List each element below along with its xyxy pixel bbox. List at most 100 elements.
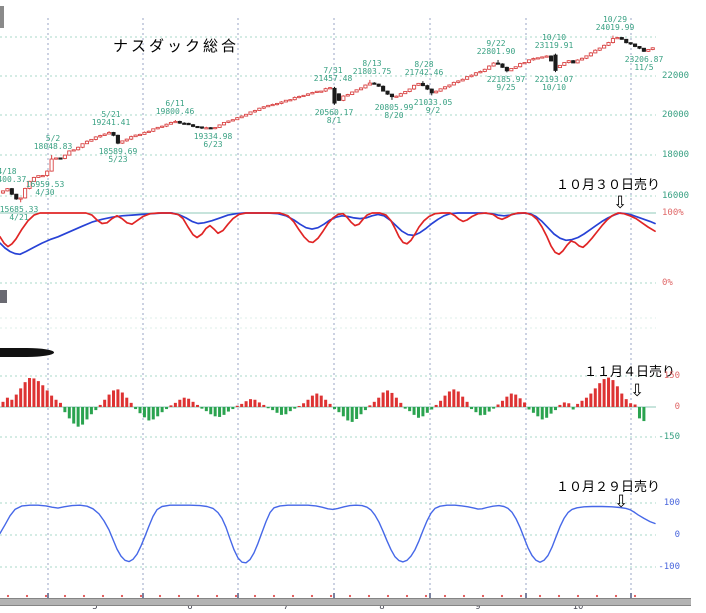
histogram-bar (257, 402, 261, 407)
week-tick-dot (424, 594, 428, 598)
histogram-bar (350, 407, 354, 422)
candle-body (345, 94, 350, 97)
histogram-bar (302, 403, 306, 407)
histogram-bar (452, 389, 456, 407)
histogram-bar (271, 407, 275, 411)
candle-body (53, 157, 59, 160)
candle-body (168, 122, 174, 125)
histogram-bar (315, 393, 319, 407)
histogram-bar (567, 403, 571, 407)
candle-body (549, 55, 554, 62)
histogram-bar (275, 407, 279, 413)
week-tick-dot (139, 594, 143, 598)
price-axis-label: 16000 (662, 191, 690, 201)
histogram-bar (50, 395, 54, 407)
price-peak-label: 10/10 23119.91 (534, 32, 574, 50)
candle-body (36, 175, 41, 178)
week-tick-dot (443, 594, 447, 598)
price-peak-label: 5/21 19241.41 (91, 110, 131, 128)
week-tick-dot (291, 594, 295, 598)
candle-body (137, 133, 143, 137)
histogram-bar (465, 401, 469, 407)
histogram-bar (319, 395, 323, 407)
candle-body (633, 43, 638, 47)
candle-body (186, 122, 191, 126)
candle-body (58, 157, 63, 160)
histogram-bar (562, 402, 566, 407)
histogram-bar (89, 407, 93, 415)
candle-body (619, 37, 624, 40)
price-peak-label: 9/22 22801.90 (476, 38, 516, 56)
candle-body (297, 95, 302, 99)
candle-body (199, 126, 204, 129)
week-tick-dot (405, 594, 409, 598)
candle-body (624, 38, 629, 44)
candle-body (646, 49, 651, 52)
rci-blue-line (0, 504, 656, 564)
week-tick-dot (614, 594, 618, 598)
histogram-bar (235, 405, 239, 407)
histogram-bar (337, 407, 341, 413)
week-tick-dot (253, 594, 257, 598)
histogram-bar (620, 393, 624, 407)
candle-body (460, 78, 465, 82)
candle-body (425, 85, 430, 90)
price-trough-label: 20560.17 8/1 (314, 107, 354, 125)
week-tick-dot (6, 594, 10, 598)
candle-body (89, 138, 94, 142)
candle-body (93, 136, 98, 140)
histogram-bar (23, 382, 27, 407)
annotation-oct29-sell: １０月２９日売り (556, 479, 661, 494)
histogram-bar (262, 404, 266, 407)
price-trough-label: 23206.87 11/5 (624, 54, 664, 72)
histogram-bar (231, 407, 235, 410)
histogram-bar (430, 407, 434, 410)
candle-body (235, 117, 240, 121)
histogram-bar (306, 399, 310, 407)
candle-body (230, 119, 235, 122)
histogram-bar (209, 407, 213, 415)
histogram-bar (129, 402, 133, 407)
histogram-bar (36, 381, 40, 407)
candle-body (522, 62, 527, 65)
histogram-bar (496, 404, 500, 407)
histogram-bar (297, 405, 301, 407)
candle-body (124, 138, 129, 142)
histogram-bar (249, 399, 253, 407)
candle-body (540, 56, 545, 59)
price-peak-label: 7/31 21457.48 (313, 65, 353, 83)
candle-body (239, 115, 244, 119)
price-trough-label: 20805.99 8/20 (374, 102, 414, 120)
histogram-bar (470, 407, 474, 410)
histogram-bar (266, 407, 270, 409)
candle-body (191, 124, 196, 127)
histogram-bar (182, 397, 186, 407)
edge-artifact (0, 290, 7, 303)
histogram-bar (45, 390, 49, 407)
candle-body (350, 91, 355, 95)
candle-body (18, 197, 23, 200)
candle-body (115, 134, 120, 144)
candle-body (544, 55, 549, 58)
histogram-bar (72, 407, 76, 424)
candle-body (107, 132, 112, 135)
histogram-bar (394, 397, 398, 407)
week-tick-dot (348, 594, 352, 598)
histogram-bar (10, 399, 14, 407)
histogram-bar (98, 404, 102, 407)
horizontal-scrollbar[interactable] (0, 598, 691, 606)
candle-body (513, 66, 518, 69)
candle-body (160, 125, 165, 128)
histogram-bar (399, 402, 403, 407)
histogram-bar (341, 407, 345, 417)
histogram-bar (637, 407, 641, 419)
candle-body (155, 126, 160, 130)
histogram-bar (147, 407, 151, 421)
month-label: 8 (379, 602, 385, 612)
annotation-oct30-sell: １０月３０日売り (556, 177, 661, 192)
candle-body (164, 123, 169, 127)
momentum-axis-label: 100% (662, 208, 684, 218)
candle-body (257, 107, 262, 111)
candle-body (637, 46, 642, 49)
histogram-bar (58, 402, 62, 407)
